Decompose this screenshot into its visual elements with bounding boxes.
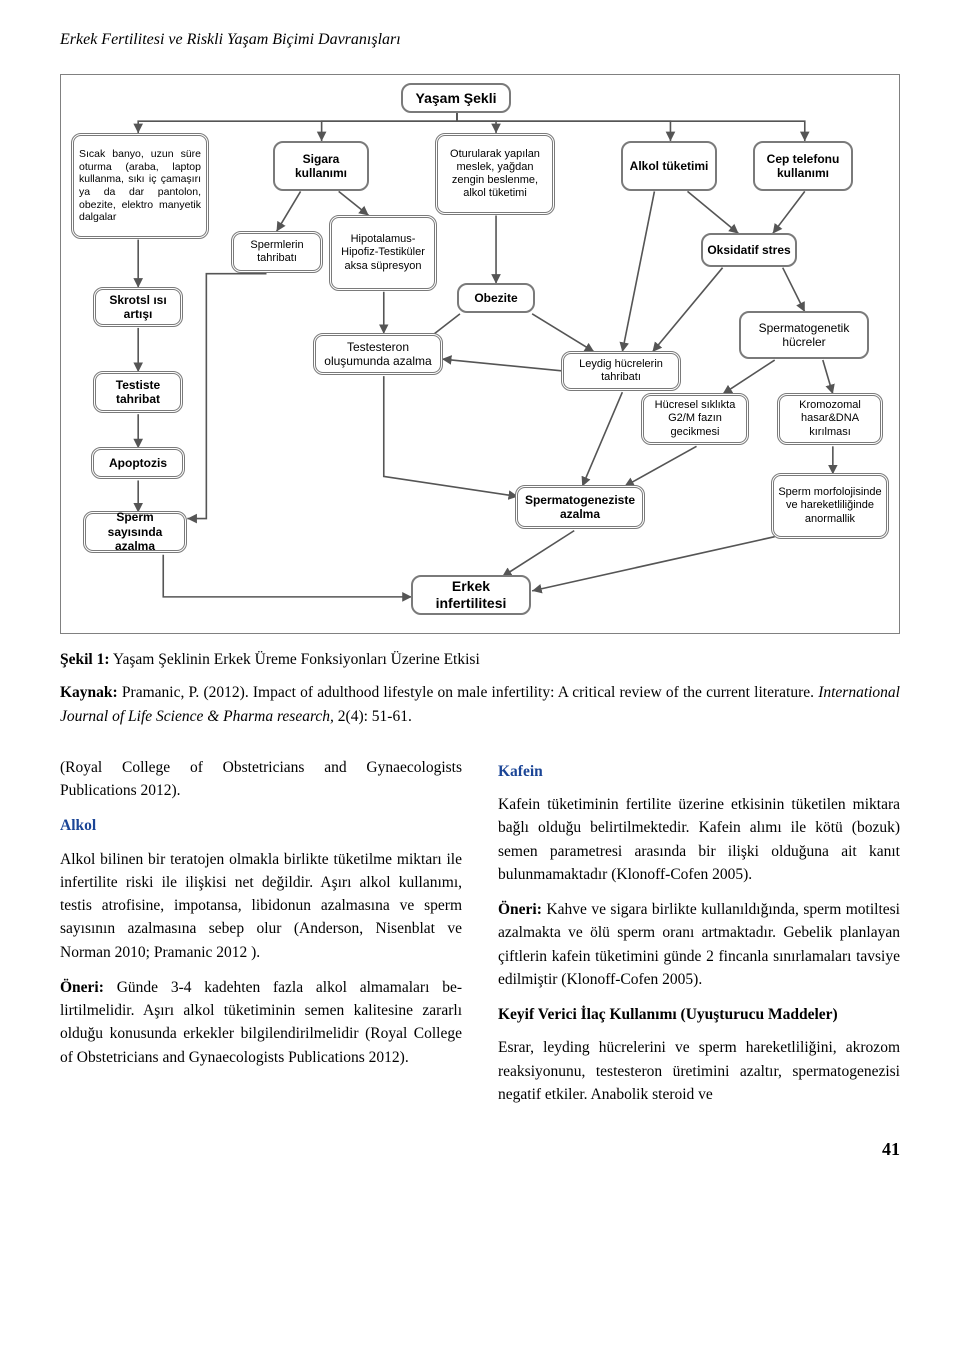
figure-caption-text: Yaşam Şeklinin Erkek Üreme Fonksiyonları… bbox=[110, 651, 480, 668]
node-testiste: Testiste tahribat bbox=[93, 371, 183, 413]
node-alkol: Alkol tüketimi bbox=[621, 141, 717, 191]
heading-kafein: Kafein bbox=[498, 760, 900, 783]
node-sperm-azalma: Sperm sayısında azalma bbox=[83, 511, 187, 553]
left-intro: (Royal College of Obstetricians and Gyna… bbox=[60, 756, 462, 803]
node-apoptozis: Apoptozis bbox=[91, 447, 185, 479]
left-column: (Royal College of Obstetricians and Gyna… bbox=[60, 756, 462, 1118]
left-p1: Alkol bilinen bir teratojen olmakla birl… bbox=[60, 848, 462, 964]
node-spermatogeneziste: Spermatogeneziste azalma bbox=[515, 485, 645, 529]
left-oneri: Öneri: Günde 3-4 kadehten fazla alkol al… bbox=[60, 976, 462, 1069]
heading-alkol: Alkol bbox=[60, 814, 462, 837]
right-p1: Kafein tüketiminin fertilite üzerine etk… bbox=[498, 793, 900, 886]
node-spermatogenetik: Spermatogenetik hücreler bbox=[739, 311, 869, 359]
right-oneri-label: Öneri: bbox=[498, 901, 542, 918]
node-cep: Cep telefonu kullanımı bbox=[753, 141, 853, 191]
right-oneri-text: Kahve ve sigara birlikte kullanıldığında… bbox=[498, 901, 900, 988]
node-sicak: Sıcak banyo, uzun süre oturma (araba, la… bbox=[71, 133, 209, 239]
figure-source-tail: 2(4): 51-61. bbox=[334, 708, 412, 725]
right-p2: Esrar, leyding hücrelerini ve sperm hare… bbox=[498, 1036, 900, 1106]
right-oneri: Öneri: Kahve ve sigara birlikte kullanıl… bbox=[498, 898, 900, 991]
figure-source-label: Kaynak: bbox=[60, 684, 118, 701]
right-column: Kafein Kafein tüketiminin fertilite üzer… bbox=[498, 756, 900, 1118]
figure-caption: Şekil 1: Yaşam Şeklinin Erkek Üreme Fonk… bbox=[60, 648, 900, 671]
node-oksidatif: Oksidatif stres bbox=[701, 233, 797, 267]
node-erkek-infertilitesi: Erkek infertilitesi bbox=[411, 575, 531, 615]
node-kromozomal: Kromozomal hasar&DNA kırılması bbox=[777, 393, 883, 445]
node-hipotalamus: Hipotalamus-Hipofiz-Testiküler aksa süpr… bbox=[329, 215, 437, 291]
node-hucresel: Hücresel sıklıkta G2/M fazın gecikmesi bbox=[641, 393, 749, 445]
heading-keyif: Keyif Verici İlaç Kullanımı (Uyuşturucu … bbox=[498, 1003, 900, 1026]
figure-source: Kaynak: Pramanic, P. (2012). Impact of a… bbox=[60, 681, 900, 728]
page-number: 41 bbox=[60, 1136, 900, 1163]
node-sigara: Sigara kullanımı bbox=[273, 141, 369, 191]
node-leydig: Leydig hücrelerin tahribatı bbox=[561, 351, 681, 391]
running-head: Erkek Fertilitesi ve Riskli Yaşam Biçimi… bbox=[60, 28, 900, 52]
node-oturularak: Oturularak yapılan meslek, yağdan zengin… bbox=[435, 133, 555, 215]
node-testesteron: Testesteron oluşumunda azalma bbox=[313, 333, 443, 375]
node-root: Yaşam Şekli bbox=[401, 83, 511, 113]
figure-source-text: Pramanic, P. (2012). Impact of adulthood… bbox=[118, 684, 818, 701]
node-skrotsl: Skrotsl ısı artışı bbox=[93, 287, 183, 327]
node-spermlerin: Spermlerin tahribatı bbox=[231, 231, 323, 273]
body-columns: (Royal College of Obstetricians and Gyna… bbox=[60, 756, 900, 1118]
node-obezite: Obezite bbox=[457, 283, 535, 313]
left-oneri-text: Günde 3-4 kadehten fazla alkol almamalar… bbox=[60, 979, 462, 1066]
diagram-container: Yaşam Şekli Sıcak banyo, uzun süre oturm… bbox=[60, 74, 900, 634]
node-morfoloji: Sperm morfolojisinde ve hareketliliğinde… bbox=[771, 473, 889, 539]
left-oneri-label: Öneri: bbox=[60, 979, 104, 996]
figure-caption-label: Şekil 1: bbox=[60, 651, 110, 668]
